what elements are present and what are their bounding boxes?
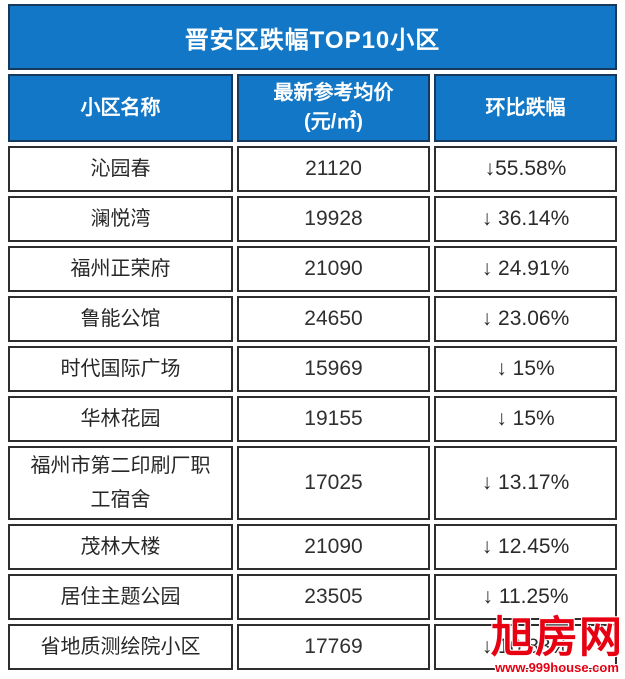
price-drop-table: 晋安区跌幅TOP10小区 小区名称 最新参考均价 (元/㎡) 环比跌幅 沁园春 2… — [8, 4, 617, 674]
cell-drop-rate: ↓ 23.06% — [434, 296, 617, 342]
cell-community-name: 时代国际广场 — [8, 346, 233, 392]
table-row: 澜悦湾 19928 ↓ 36.14% — [8, 196, 617, 242]
table-row: 时代国际广场 15969 ↓ 15% — [8, 346, 617, 392]
header-row: 小区名称 最新参考均价 (元/㎡) 环比跌幅 — [8, 74, 617, 142]
table-row: 鲁能公馆 24650 ↓ 23.06% — [8, 296, 617, 342]
cell-community-name: 华林花园 — [8, 396, 233, 442]
column-header-average-price: 最新参考均价 (元/㎡) — [237, 74, 430, 142]
cell-average-price: 17769 — [237, 624, 430, 670]
cell-drop-rate: ↓ 36.14% — [434, 196, 617, 242]
cell-average-price: 15969 — [237, 346, 430, 392]
cell-average-price: 21090 — [237, 246, 430, 292]
cell-community-name: 福州市第二印刷厂职工宿舍 — [8, 446, 233, 520]
cell-average-price: 19928 — [237, 196, 430, 242]
cell-drop-rate: ↓ 24.91% — [434, 246, 617, 292]
cell-average-price: 17025 — [237, 446, 430, 520]
cell-community-name: 鲁能公馆 — [8, 296, 233, 342]
column-header-average-price-unit: (元/㎡) — [304, 111, 363, 133]
table-row: 华林花园 19155 ↓ 15% — [8, 396, 617, 442]
table-row: 居住主题公园 23505 ↓ 11.25% — [8, 574, 617, 620]
table-row: 茂林大楼 21090 ↓ 12.45% — [8, 524, 617, 570]
cell-drop-rate: ↓ 15% — [434, 346, 617, 392]
cell-average-price: 21120 — [237, 146, 430, 192]
cell-community-name: 茂林大楼 — [8, 524, 233, 570]
table-body: 沁园春 21120 ↓55.58% 澜悦湾 19928 ↓ 36.14% 福州正荣府 2109… — [8, 146, 617, 670]
table-row: 省地质测绘院小区 17769 ↓ 10.83% — [8, 624, 617, 670]
cell-community-name: 福州正荣府 — [8, 246, 233, 292]
cell-average-price: 21090 — [237, 524, 430, 570]
table-row: 福州市第二印刷厂职工宿舍 17025 ↓ 13.17% — [8, 446, 617, 520]
cell-average-price: 24650 — [237, 296, 430, 342]
cell-drop-rate: ↓ 11.25% — [434, 574, 617, 620]
cell-drop-rate: ↓ 12.45% — [434, 524, 617, 570]
column-header-drop-rate: 环比跌幅 — [434, 74, 617, 142]
table-row: 福州正荣府 21090 ↓ 24.91% — [8, 246, 617, 292]
cell-average-price: 23505 — [237, 574, 430, 620]
cell-community-name: 居住主题公园 — [8, 574, 233, 620]
cell-average-price: 19155 — [237, 396, 430, 442]
table-row: 沁园春 21120 ↓55.58% — [8, 146, 617, 192]
cell-community-name: 沁园春 — [8, 146, 233, 192]
cell-community-name: 省地质测绘院小区 — [8, 624, 233, 670]
cell-drop-rate: ↓55.58% — [434, 146, 617, 192]
table-title: 晋安区跌幅TOP10小区 — [8, 4, 617, 70]
column-header-average-price-line1: 最新参考均价 — [273, 82, 394, 104]
cell-drop-rate: ↓ 10.83% — [434, 624, 617, 670]
cell-community-name: 澜悦湾 — [8, 196, 233, 242]
cell-drop-rate: ↓ 13.17% — [434, 446, 617, 520]
cell-drop-rate: ↓ 15% — [434, 396, 617, 442]
column-header-community-name: 小区名称 — [8, 74, 233, 142]
